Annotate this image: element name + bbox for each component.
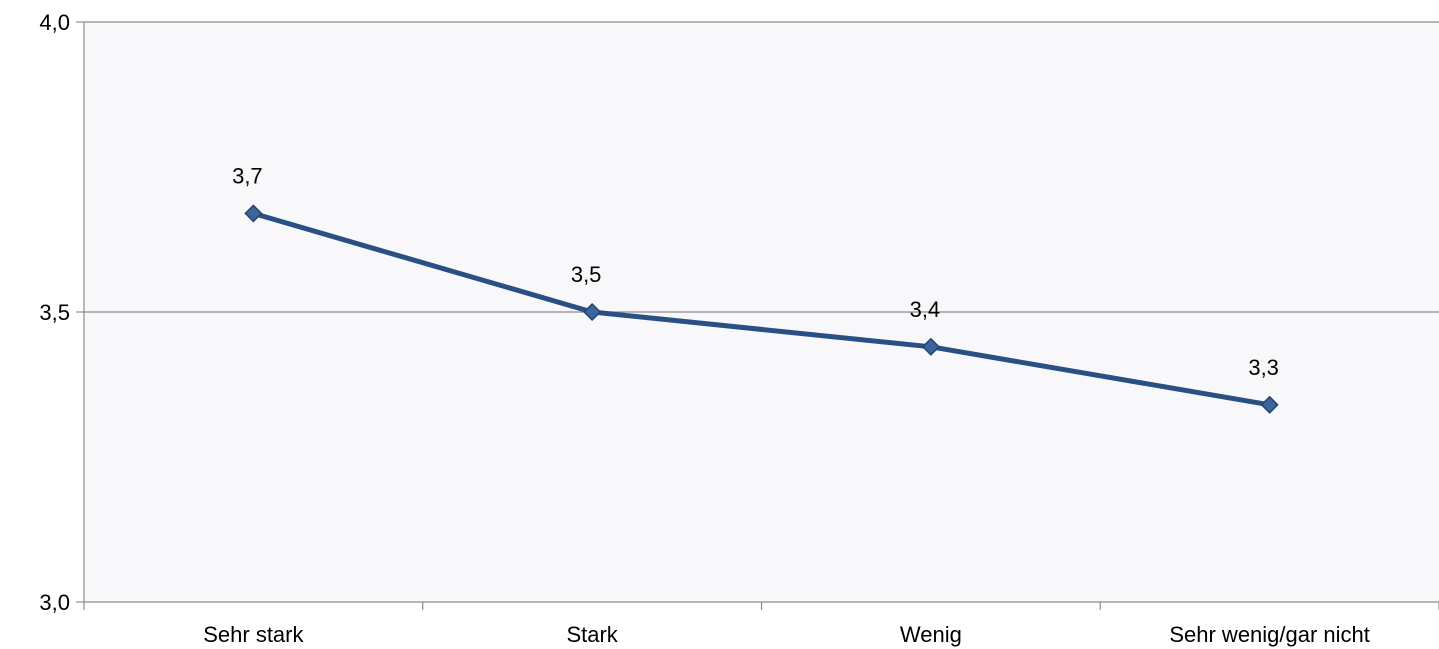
data-point-1 xyxy=(583,302,602,322)
data-label-2: 3,4 xyxy=(910,297,941,322)
axes xyxy=(76,21,1439,610)
x-tick-label: Wenig xyxy=(900,622,962,647)
series-line xyxy=(250,210,1273,408)
data-labels: 3,7 3,5 3,4 3,3 xyxy=(232,163,1279,379)
series-markers xyxy=(244,204,1279,414)
y-tick-label: 3,0 xyxy=(39,590,70,615)
x-tick-labels: Sehr stark Stark Wenig Sehr wenig/gar nicht xyxy=(203,622,1370,647)
data-point-3 xyxy=(1260,395,1279,414)
x-tick-label: Sehr stark xyxy=(203,622,304,647)
gridlines xyxy=(84,21,1439,313)
y-tick-labels: 3,0 3,5 4,0 xyxy=(39,10,70,615)
data-label-3: 3,3 xyxy=(1248,355,1279,380)
data-label-1: 3,5 xyxy=(571,262,602,287)
series-line-path xyxy=(250,210,1273,408)
data-point-2 xyxy=(921,337,940,356)
y-tick-label: 4,0 xyxy=(39,10,70,35)
data-label-0: 3,7 xyxy=(232,163,263,188)
x-tick-label: Stark xyxy=(566,622,618,647)
y-tick-label: 3,5 xyxy=(39,300,70,325)
data-point-0 xyxy=(244,204,263,223)
x-tick-label: Sehr wenig/gar nicht xyxy=(1169,622,1370,647)
